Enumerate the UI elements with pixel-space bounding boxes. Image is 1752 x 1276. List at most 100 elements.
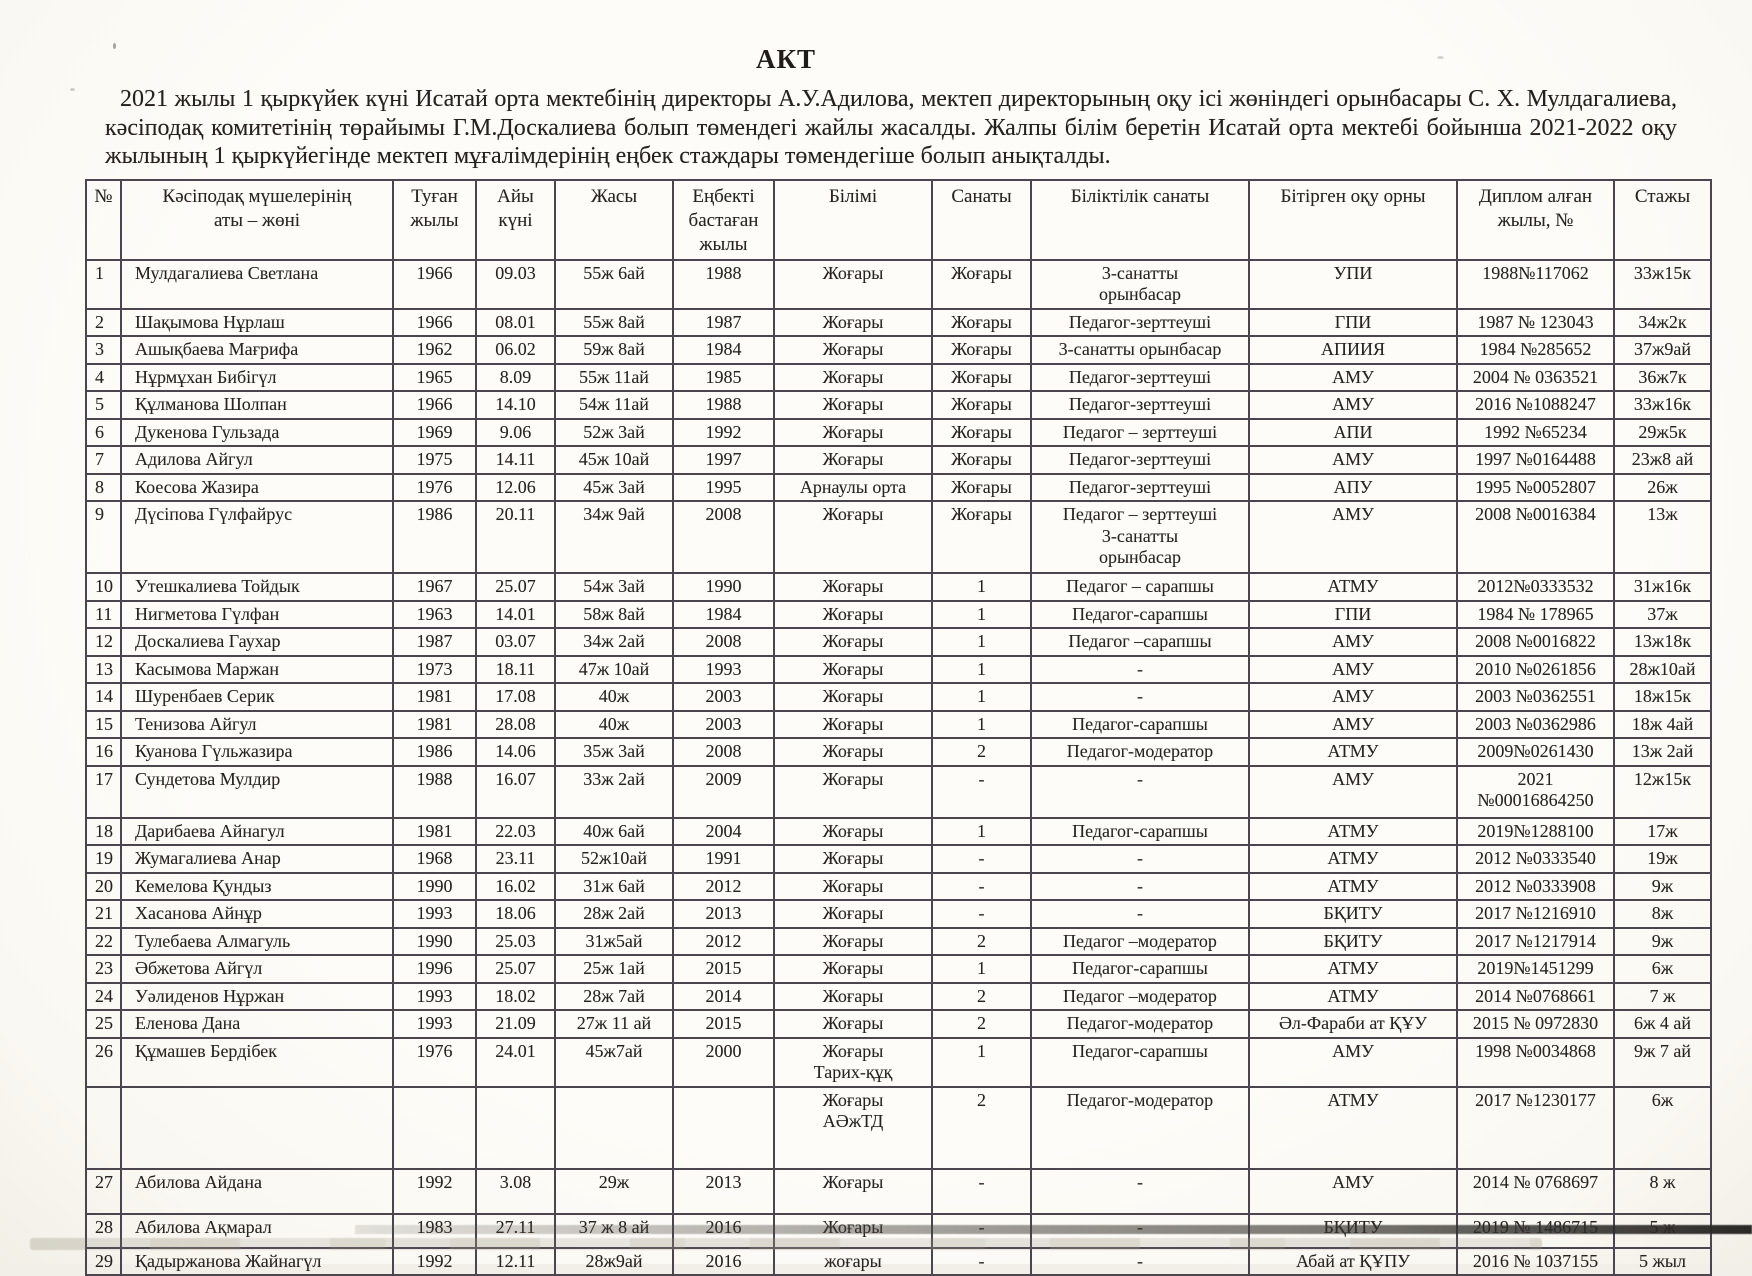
table-cell: 1988 (673, 260, 774, 309)
table-cell: 1969 (393, 419, 476, 447)
table-cell: Әл-Фараби ат ҚҰУ (1249, 1010, 1457, 1038)
table-cell: Жоғары (774, 928, 932, 956)
table-cell: 52ж10ай (555, 845, 673, 873)
table-cell: 1 (932, 573, 1031, 601)
table-cell: 27 (86, 1169, 121, 1214)
table-cell: Дукенова Гульзада (121, 419, 393, 447)
table-cell: АПУ (1249, 474, 1457, 502)
scan-speckle (70, 88, 75, 91)
table-cell: 31ж5ай (555, 928, 673, 956)
table-cell: ГПИ (1249, 309, 1457, 337)
table-cell: Жоғары (932, 364, 1031, 392)
table-cell: 1993 (673, 656, 774, 684)
table-cell: - (1031, 873, 1249, 901)
table-cell: Педагог-зерттеуші (1031, 474, 1249, 502)
table-cell: Касымова Маржан (121, 656, 393, 684)
table-cell: 18 (86, 818, 121, 846)
table-cell: Педагог-зерттеуші (1031, 309, 1249, 337)
table-cell: 03.07 (476, 628, 555, 656)
table-cell: Педагог-модератор (1031, 738, 1249, 766)
table-cell: 1987 (393, 628, 476, 656)
table-cell: 8 ж (1614, 1169, 1711, 1214)
table-cell: Педагог –сарапшы (1031, 628, 1249, 656)
column-header: Еңбекті бастаған жылы (673, 180, 774, 260)
table-cell: 25 (86, 1010, 121, 1038)
column-header: № (86, 180, 121, 260)
table-cell: 23.11 (476, 845, 555, 873)
table-cell (555, 1087, 673, 1169)
table-cell: Жоғары (774, 336, 932, 364)
table-cell: 33ж15к (1614, 260, 1711, 309)
table-cell: 1 (86, 260, 121, 309)
table-cell: АМУ (1249, 364, 1457, 392)
table-cell: 7 (86, 446, 121, 474)
table-cell: 2008 (673, 738, 774, 766)
table-cell: Сундетова Мулдир (121, 766, 393, 818)
table-cell: АМУ (1249, 683, 1457, 711)
table-cell: 3-санатты орынбасар (1031, 336, 1249, 364)
table-cell: Жоғары (932, 391, 1031, 419)
table-cell: 59ж 8ай (555, 336, 673, 364)
table-cell: 27ж 11 ай (555, 1010, 673, 1038)
table-cell: 1995 №0052807 (1457, 474, 1614, 502)
table-cell: - (932, 900, 1031, 928)
table-cell: 1976 (393, 474, 476, 502)
table-cell: - (1031, 656, 1249, 684)
table-cell: 13ж18к (1614, 628, 1711, 656)
table-cell: 2004 № 0363521 (1457, 364, 1614, 392)
table-cell: 1993 (393, 983, 476, 1011)
scan-edge-shadow (355, 1225, 1752, 1234)
table-cell: 2008 №0016822 (1457, 628, 1614, 656)
table-cell: Жоғары (774, 260, 932, 309)
table-cell: 7 ж (1614, 983, 1711, 1011)
table-cell: Жоғары (774, 818, 932, 846)
column-header: Туған жылы (393, 180, 476, 260)
table-cell: 24.01 (476, 1038, 555, 1087)
table-cell: 2019№1451299 (1457, 955, 1614, 983)
table-cell: Тенизова Айгул (121, 711, 393, 739)
table-cell: 34ж 2ай (555, 628, 673, 656)
table-cell: 37ж (1614, 601, 1711, 629)
table-cell: 40ж (555, 711, 673, 739)
table-cell: Педагог – зерттеуші 3-санатты орынбасар (1031, 501, 1249, 573)
column-header: Бітірген оқу орны (1249, 180, 1457, 260)
table-cell: Жоғары (932, 474, 1031, 502)
table-cell: Коесова Жазира (121, 474, 393, 502)
table-cell: Жоғары (774, 955, 932, 983)
table-cell: 40ж (555, 683, 673, 711)
table-cell: 12.06 (476, 474, 555, 502)
table-cell: Жоғары (932, 501, 1031, 573)
table-cell: Кемелова Қундыз (121, 873, 393, 901)
table-cell: Жоғары АӘжТД (774, 1087, 932, 1169)
table-cell: 2012 №0333540 (1457, 845, 1614, 873)
table-cell: 14.10 (476, 391, 555, 419)
table-cell: АТМУ (1249, 983, 1457, 1011)
table-cell: 16.07 (476, 766, 555, 818)
table-cell: Педагог-зерттеуші (1031, 446, 1249, 474)
table-cell: Жоғары (774, 900, 932, 928)
table-cell: 1 (932, 818, 1031, 846)
table-cell: 45ж 10ай (555, 446, 673, 474)
table-cell: 14 (86, 683, 121, 711)
table-cell: 1991 (673, 845, 774, 873)
table-cell: 2003 №0362551 (1457, 683, 1614, 711)
table-cell: 29ж (555, 1169, 673, 1214)
table-cell: 1986 (393, 738, 476, 766)
table-cell (86, 1087, 121, 1169)
table-cell: 12.11 (476, 1248, 555, 1276)
table-cell: 11 (86, 601, 121, 629)
table-cell: 1984 (673, 336, 774, 364)
table-cell: 45ж7ай (555, 1038, 673, 1087)
table-cell: 08.01 (476, 309, 555, 337)
table-cell: 3 (86, 336, 121, 364)
table-cell: 1981 (393, 711, 476, 739)
table-cell: АТМУ (1249, 1087, 1457, 1169)
